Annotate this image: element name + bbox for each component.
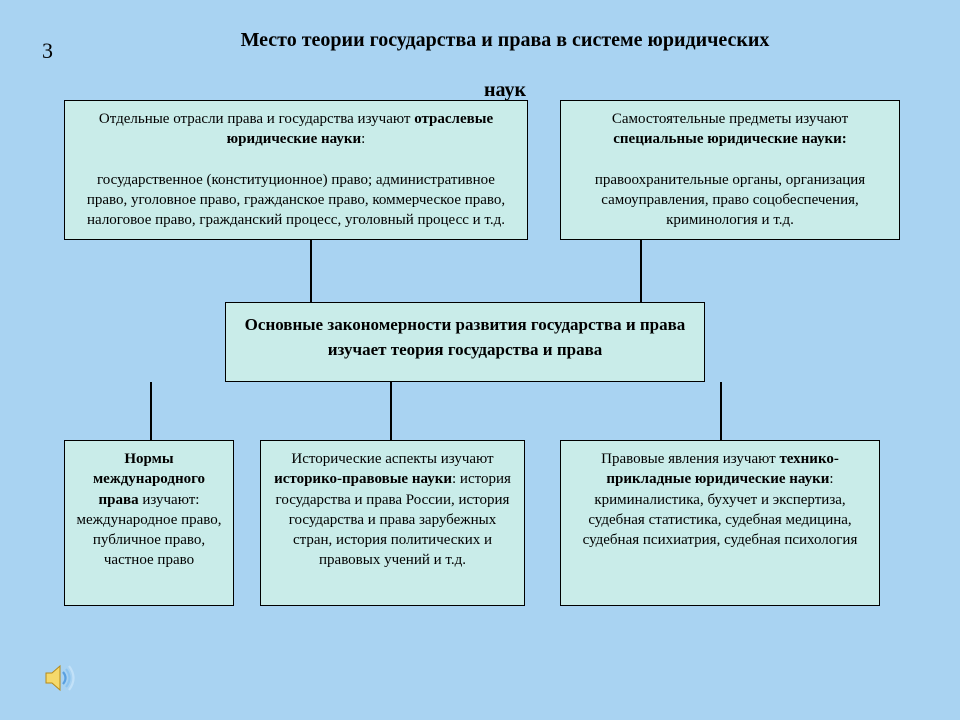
box-theory-center: Основные закономерности развития государ… [225, 302, 705, 382]
box-international-law: Нормы международного права изучают: межд… [64, 440, 234, 606]
page-title: Место теории государства и права в систе… [90, 26, 920, 104]
connector-line [640, 240, 642, 302]
connector-line [310, 240, 312, 302]
title-line-1: Место теории государства и права в систе… [241, 29, 770, 51]
connector-line [720, 382, 722, 440]
box-branch-sciences: Отдельные отрасли права и государства из… [64, 100, 528, 240]
sound-icon [44, 664, 76, 692]
box-applied-sciences: Правовые явления изучают технико-приклад… [560, 440, 880, 606]
box-special-sciences: Самостоятельные предметы изучают специал… [560, 100, 900, 240]
slide-number: 3 [42, 38, 53, 64]
box-historical-sciences: Исторические аспекты изучают историко-пр… [260, 440, 525, 606]
connector-line [390, 382, 392, 440]
connector-line [150, 382, 152, 440]
